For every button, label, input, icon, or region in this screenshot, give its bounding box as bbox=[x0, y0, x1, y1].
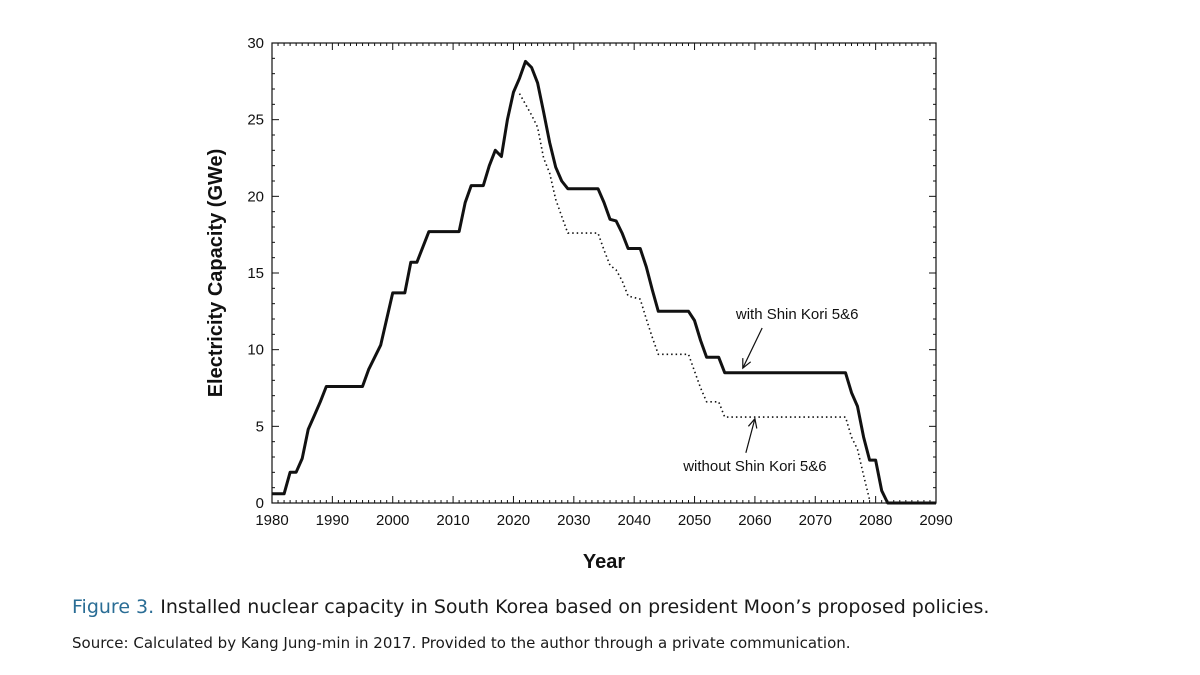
axis-ticks bbox=[271, 42, 937, 504]
y-tick-label: 0 bbox=[256, 495, 264, 512]
annotation-layer: with Shin Kori 5&6 without Shin Kori 5&6 bbox=[682, 306, 858, 475]
annotation-without-shin-kori: without Shin Kori 5&6 bbox=[682, 458, 826, 475]
nuclear-capacity-chart: 1980 1990 2000 2010 2020 2030 2040 2050 2060 2070… bbox=[205, 35, 953, 573]
figure-caption: Figure 3. Installed nuclear capacity in … bbox=[72, 596, 1172, 618]
annotation-arrow-shaft bbox=[745, 418, 756, 453]
annotation-arrow-shaft bbox=[742, 327, 763, 369]
plot-frame bbox=[271, 42, 937, 504]
figure-label: Figure 3. bbox=[72, 596, 155, 618]
x-tick-label: 2070 bbox=[799, 512, 832, 529]
x-tick-label: 2040 bbox=[617, 512, 650, 529]
series-line-without-shin-kori bbox=[518, 93, 871, 501]
y-tick-label: 5 bbox=[256, 418, 264, 435]
x-tick-label: 2080 bbox=[859, 512, 892, 529]
annotation-arrow-head bbox=[742, 358, 752, 370]
x-tick-label: 2030 bbox=[557, 512, 590, 529]
x-tick-label: 2000 bbox=[376, 512, 409, 529]
x-axis-title: Year bbox=[583, 551, 625, 573]
x-tick-label: 2050 bbox=[678, 512, 711, 529]
x-tick-label: 2090 bbox=[919, 512, 952, 529]
x-tick-label: 2020 bbox=[497, 512, 530, 529]
y-tick-label: 10 bbox=[247, 342, 264, 359]
annotation-arrow-head bbox=[747, 417, 758, 429]
y-axis-title: Electricity Capacity (GWe) bbox=[205, 149, 227, 398]
x-tick-label: 1990 bbox=[316, 512, 349, 529]
series-layer bbox=[272, 59, 936, 505]
y-tick-label: 20 bbox=[247, 188, 264, 205]
tick-labels: 1980 1990 2000 2010 2020 2030 2040 2050 2060 2070… bbox=[247, 35, 952, 529]
annotation-with-shin-kori: with Shin Kori 5&6 bbox=[735, 306, 859, 323]
x-tick-label: 1980 bbox=[255, 512, 288, 529]
caption-text: Installed nuclear capacity in South Kore… bbox=[154, 596, 990, 618]
x-tick-label: 2010 bbox=[436, 512, 469, 529]
series-line-with-shin-kori bbox=[272, 59, 936, 505]
y-tick-label: 25 bbox=[247, 112, 264, 129]
figure-source: Source: Calculated by Kang Jung-min in 2… bbox=[72, 634, 851, 652]
y-tick-label: 30 bbox=[247, 35, 264, 52]
x-tick-label: 2060 bbox=[738, 512, 771, 529]
y-tick-label: 15 bbox=[247, 265, 264, 282]
